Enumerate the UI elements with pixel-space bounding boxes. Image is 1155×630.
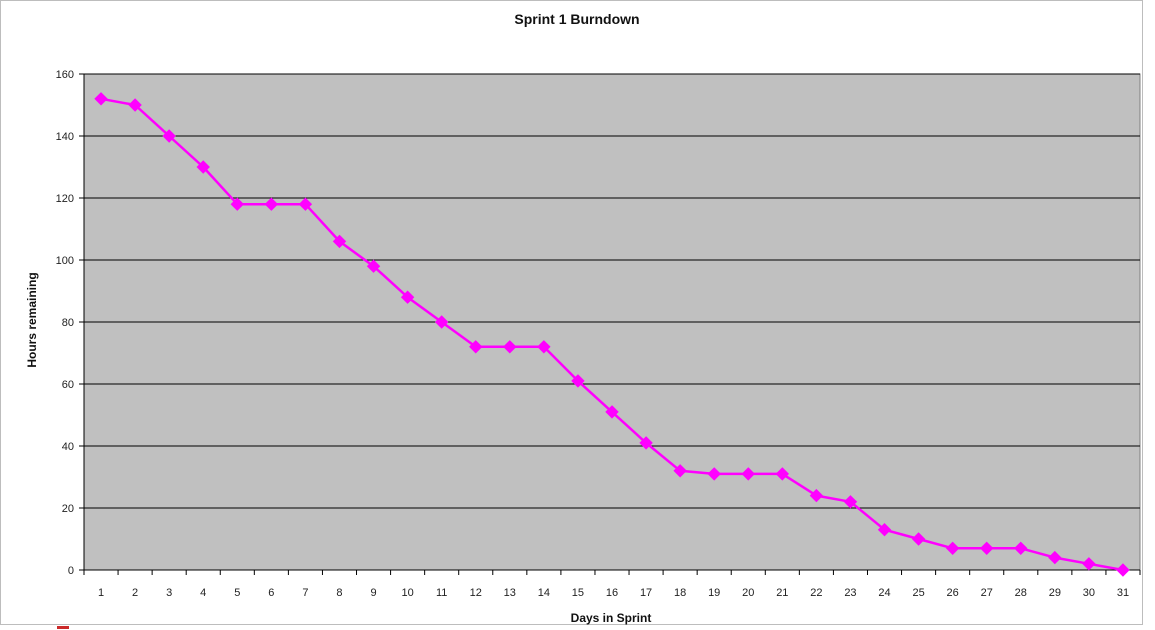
x-tick-label: 25 (912, 587, 924, 599)
x-tick-label: 12 (470, 587, 482, 599)
x-tick-label: 18 (674, 587, 686, 599)
data-point (469, 340, 483, 354)
y-tick-label: 0 (68, 565, 74, 577)
data-point (911, 532, 926, 546)
data-point (707, 467, 721, 481)
x-tick-label: 7 (302, 587, 308, 599)
y-tick-label: 100 (56, 255, 74, 267)
x-tick-label: 15 (572, 587, 584, 599)
y-tick-label: 80 (62, 317, 74, 329)
accent-mark (57, 626, 69, 629)
data-point (877, 522, 892, 537)
y-tick-label: 20 (62, 503, 74, 515)
data-point (1116, 563, 1130, 577)
data-point (298, 197, 313, 211)
x-tick-label: 28 (1015, 587, 1027, 599)
data-point (775, 467, 790, 481)
data-point (605, 405, 619, 419)
x-tick-label: 1 (98, 587, 104, 599)
x-tick-label: 6 (268, 587, 274, 599)
data-point (945, 541, 960, 556)
x-tick-label: 21 (776, 587, 788, 599)
data-point (571, 374, 585, 388)
x-tick-label: 9 (370, 587, 376, 599)
data-point (230, 197, 244, 211)
y-tick-label: 160 (56, 69, 74, 81)
data-point (980, 541, 994, 556)
data-point (332, 234, 347, 249)
data-point (94, 92, 108, 106)
x-tick-label: 17 (640, 587, 652, 599)
y-tick-label: 120 (56, 193, 74, 205)
data-point (809, 488, 824, 503)
x-axis-title: Days in Sprint (571, 611, 652, 625)
data-point (1014, 541, 1028, 556)
y-tick-label: 40 (62, 441, 74, 453)
data-point (673, 464, 687, 478)
data-point (128, 98, 142, 112)
x-tick-label: 29 (1049, 587, 1061, 599)
x-tick-label: 5 (234, 587, 240, 599)
data-point (196, 160, 210, 174)
data-point (639, 436, 653, 450)
data-point (366, 259, 381, 273)
data-point (843, 495, 858, 509)
data-point (741, 467, 755, 481)
x-tick-label: 19 (708, 587, 720, 599)
x-tick-label: 10 (401, 587, 413, 599)
x-tick-label: 3 (166, 587, 172, 599)
data-point (264, 197, 279, 211)
x-tick-label: 26 (947, 587, 959, 599)
data-point (537, 340, 551, 354)
data-point (162, 129, 176, 143)
data-point (400, 290, 415, 304)
x-tick-label: 13 (504, 587, 516, 599)
x-tick-label: 16 (606, 587, 618, 599)
x-tick-label: 14 (538, 587, 550, 599)
y-tick-label: 60 (62, 379, 74, 391)
x-tick-label: 27 (981, 587, 993, 599)
data-point (503, 340, 517, 354)
y-tick-label: 140 (56, 131, 74, 143)
x-tick-label: 24 (878, 587, 890, 599)
data-point (1082, 557, 1096, 571)
x-tick-label: 11 (436, 587, 447, 599)
x-tick-label: 23 (844, 587, 856, 599)
chart-title: Sprint 1 Burndown (514, 11, 639, 27)
x-tick-label: 2 (132, 587, 138, 599)
x-tick-label: 20 (742, 587, 754, 599)
x-tick-label: 22 (810, 587, 822, 599)
x-tick-label: 8 (336, 587, 342, 599)
y-axis-title: Hours remaining (25, 272, 39, 367)
x-tick-label: 30 (1083, 587, 1095, 599)
data-point (434, 315, 449, 329)
x-tick-label: 4 (200, 587, 206, 599)
x-tick-label: 31 (1117, 587, 1129, 599)
data-point (1048, 550, 1062, 565)
